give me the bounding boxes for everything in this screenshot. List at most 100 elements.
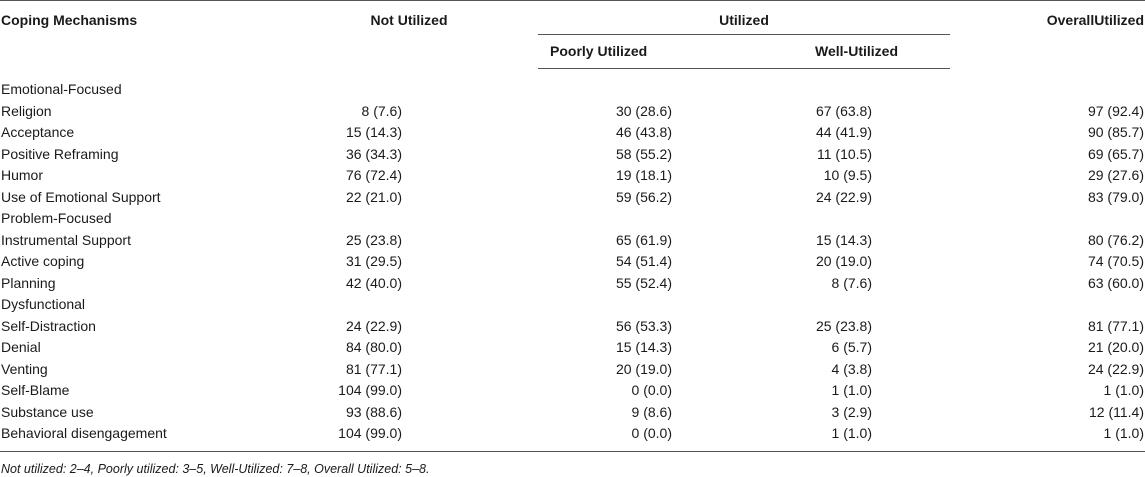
not-utilized-cell: 25 (23.8) xyxy=(345,231,402,248)
poorly-utilized-cell: 56 (53.3) xyxy=(615,317,672,334)
overall-utilized-cell: 69 (65.7) xyxy=(1087,145,1144,162)
table-row: Denial 84 (80.0) 15 (14.3) 6 (5.7) 21 (20.0) xyxy=(0,337,1145,359)
not-utilized-cell: 36 (34.3) xyxy=(345,145,402,162)
table-row: Self-Distraction 24 (22.9) 56 (53.3) 25 (23… xyxy=(0,316,1145,338)
overall-utilized-cell: 29 (27.6) xyxy=(1087,167,1144,183)
well-utilized-cell: 67 (63.8) xyxy=(815,102,872,119)
overall-utilized-cell: 1 (1.0) xyxy=(950,423,1145,452)
well-utilized-cell: 20 (19.0) xyxy=(815,253,872,269)
mechanism-name-cell: Positive Reframing xyxy=(1,145,119,162)
header-poorly-utilized: Poorly Utilized xyxy=(538,34,742,69)
header-row-1: Coping Mechanisms Not Utilized Utilized … xyxy=(0,0,1145,35)
not-utilized-cell: 24 (22.9) xyxy=(345,317,402,334)
header-utilized: Utilized xyxy=(538,0,950,35)
well-utilized-cell: 44 (41.9) xyxy=(815,124,872,140)
not-utilized-cell: 31 (29.5) xyxy=(345,253,402,269)
table-row: Self-Blame 104 (99.0) 0 (0.0) 1 (1.0) 1 (1.0… xyxy=(0,380,1145,402)
group-header-row: Dysfunctional xyxy=(0,294,1145,316)
overall-utilized-cell: 12 (11.4) xyxy=(1089,403,1144,420)
table-row: Instrumental Support 25 (23.8) 65 (61.9) 15… xyxy=(0,230,1145,252)
overall-utilized-cell: 83 (79.0) xyxy=(1087,188,1144,205)
mechanism-name-cell: Acceptance xyxy=(1,124,75,140)
well-utilized-cell: 10 (9.5) xyxy=(823,167,872,183)
overall-utilized-cell: 97 (92.4) xyxy=(1087,102,1144,119)
mechanism-name-cell: Humor xyxy=(1,167,44,183)
poorly-utilized-cell: 55 (52.4) xyxy=(615,274,672,291)
header-overall-utilized: OverallUtilized xyxy=(1046,12,1144,28)
overall-utilized-cell: 90 (85.7) xyxy=(1087,124,1144,140)
group-header-row: Problem-Focused xyxy=(0,208,1145,230)
mechanism-name-cell: Instrumental Support xyxy=(1,231,131,248)
mechanism-name-cell: Substance use xyxy=(1,403,94,420)
poorly-utilized-cell: 15 (14.3) xyxy=(615,339,672,355)
well-utilized-cell: 1 (1.0) xyxy=(831,382,872,398)
header-not-utilized: Not Utilized xyxy=(370,12,448,28)
overall-utilized-cell: 81 (77.1) xyxy=(1087,317,1144,334)
poorly-utilized-cell: 65 (61.9) xyxy=(615,231,672,248)
table-row: Positive Reframing 36 (34.3) 58 (55.2) 11 (… xyxy=(0,144,1145,166)
not-utilized-cell: 81 (77.1) xyxy=(345,360,402,377)
mechanism-name-cell: Planning xyxy=(1,274,56,291)
group-label: Problem-Focused xyxy=(1,210,112,226)
not-utilized-cell: 84 (80.0) xyxy=(345,339,402,355)
poorly-utilized-cell: 0 (0.0) xyxy=(538,423,742,452)
mechanism-name-cell: Self-Blame xyxy=(1,382,70,398)
poorly-utilized-cell: 9 (8.6) xyxy=(631,403,672,420)
header-coping-mechanisms: Coping Mechanisms xyxy=(1,12,138,28)
table-row: Behavioral disengagement 104 (99.0) 0 (0.0… xyxy=(0,423,1145,452)
table-row: Planning 42 (40.0) 55 (52.4) 8 (7.6) 63 (60.… xyxy=(0,273,1145,295)
poorly-utilized-cell: 46 (43.8) xyxy=(615,124,672,140)
table-header: Coping Mechanisms Not Utilized Utilized … xyxy=(0,0,1145,69)
mechanism-name-cell: Denial xyxy=(1,339,41,355)
not-utilized-cell: 42 (40.0) xyxy=(345,274,402,291)
table-row: Active coping 31 (29.5) 54 (51.4) 20 (19.0)… xyxy=(0,251,1145,273)
mechanism-name-cell: Religion xyxy=(1,102,52,119)
not-utilized-cell: 104 (99.0) xyxy=(338,382,402,398)
poorly-utilized-cell: 19 (18.1) xyxy=(615,167,672,183)
mechanism-name-cell: Venting xyxy=(1,360,48,377)
poorly-utilized-cell: 59 (56.2) xyxy=(615,188,672,205)
well-utilized-cell: 6 (5.7) xyxy=(831,339,872,355)
well-utilized-cell: 25 (23.8) xyxy=(815,317,872,334)
poorly-utilized-cell: 0 (0.0) xyxy=(631,382,672,398)
table-row: Acceptance 15 (14.3) 46 (43.8) 44 (41.9) 90 … xyxy=(0,122,1145,144)
poorly-utilized-cell: 30 (28.6) xyxy=(615,102,672,119)
table-row: Religion 8 (7.6) 30 (28.6) 67 (63.8) 97 (92.… xyxy=(0,101,1145,123)
mechanism-name-cell: Active coping xyxy=(1,253,85,269)
well-utilized-cell: 24 (22.9) xyxy=(815,188,872,205)
well-utilized-cell: 4 (3.8) xyxy=(831,360,872,377)
overall-utilized-cell: 1 (1.0) xyxy=(1103,382,1144,398)
well-utilized-cell: 3 (2.9) xyxy=(831,403,872,420)
mechanism-name-cell: Behavioral disengagement xyxy=(0,423,280,452)
not-utilized-cell: 15 (14.3) xyxy=(345,124,402,140)
table-row: Humor 76 (72.4) 19 (18.1) 10 (9.5) 29 (27.6) xyxy=(0,165,1145,187)
table-row: Use of Emotional Support 22 (21.0) 59 (56.… xyxy=(0,187,1145,209)
not-utilized-cell: 104 (99.0) xyxy=(280,423,538,452)
header-row-2: Poorly Utilized Well-Utilized xyxy=(0,34,1145,69)
well-utilized-cell: 8 (7.6) xyxy=(831,274,872,291)
group-header-row: Emotional-Focused xyxy=(0,69,1145,101)
table-body: Emotional-Focused Religion 8 (7.6) 30 (28.6… xyxy=(0,69,1145,452)
group-label: Emotional-Focused xyxy=(1,81,122,97)
table-row: Venting 81 (77.1) 20 (19.0) 4 (3.8) 24 (22.9… xyxy=(0,359,1145,381)
table-footnote: Not utilized: 2–4, Poorly utilized: 3–5,… xyxy=(1,461,430,476)
well-utilized-cell: 1 (1.0) xyxy=(742,423,950,452)
well-utilized-cell: 15 (14.3) xyxy=(815,231,872,248)
overall-utilized-cell: 24 (22.9) xyxy=(1087,360,1144,377)
table-row: Substance use 93 (88.6) 9 (8.6) 3 (2.9) 12 (… xyxy=(0,402,1145,424)
overall-utilized-cell: 74 (70.5) xyxy=(1087,253,1144,269)
header-well-utilized: Well-Utilized xyxy=(742,34,950,69)
well-utilized-cell: 11 (10.5) xyxy=(817,145,872,162)
not-utilized-cell: 93 (88.6) xyxy=(345,403,402,420)
overall-utilized-cell: 63 (60.0) xyxy=(1087,274,1144,291)
poorly-utilized-cell: 20 (19.0) xyxy=(615,360,672,377)
not-utilized-cell: 22 (21.0) xyxy=(345,188,402,205)
overall-utilized-cell: 21 (20.0) xyxy=(1087,339,1144,355)
mechanism-name-cell: Self-Distraction xyxy=(1,317,96,334)
not-utilized-cell: 8 (7.6) xyxy=(361,102,402,119)
not-utilized-cell: 76 (72.4) xyxy=(345,167,402,183)
mechanism-name-cell: Use of Emotional Support xyxy=(1,188,161,205)
group-label: Dysfunctional xyxy=(1,296,86,312)
poorly-utilized-cell: 58 (55.2) xyxy=(615,145,672,162)
